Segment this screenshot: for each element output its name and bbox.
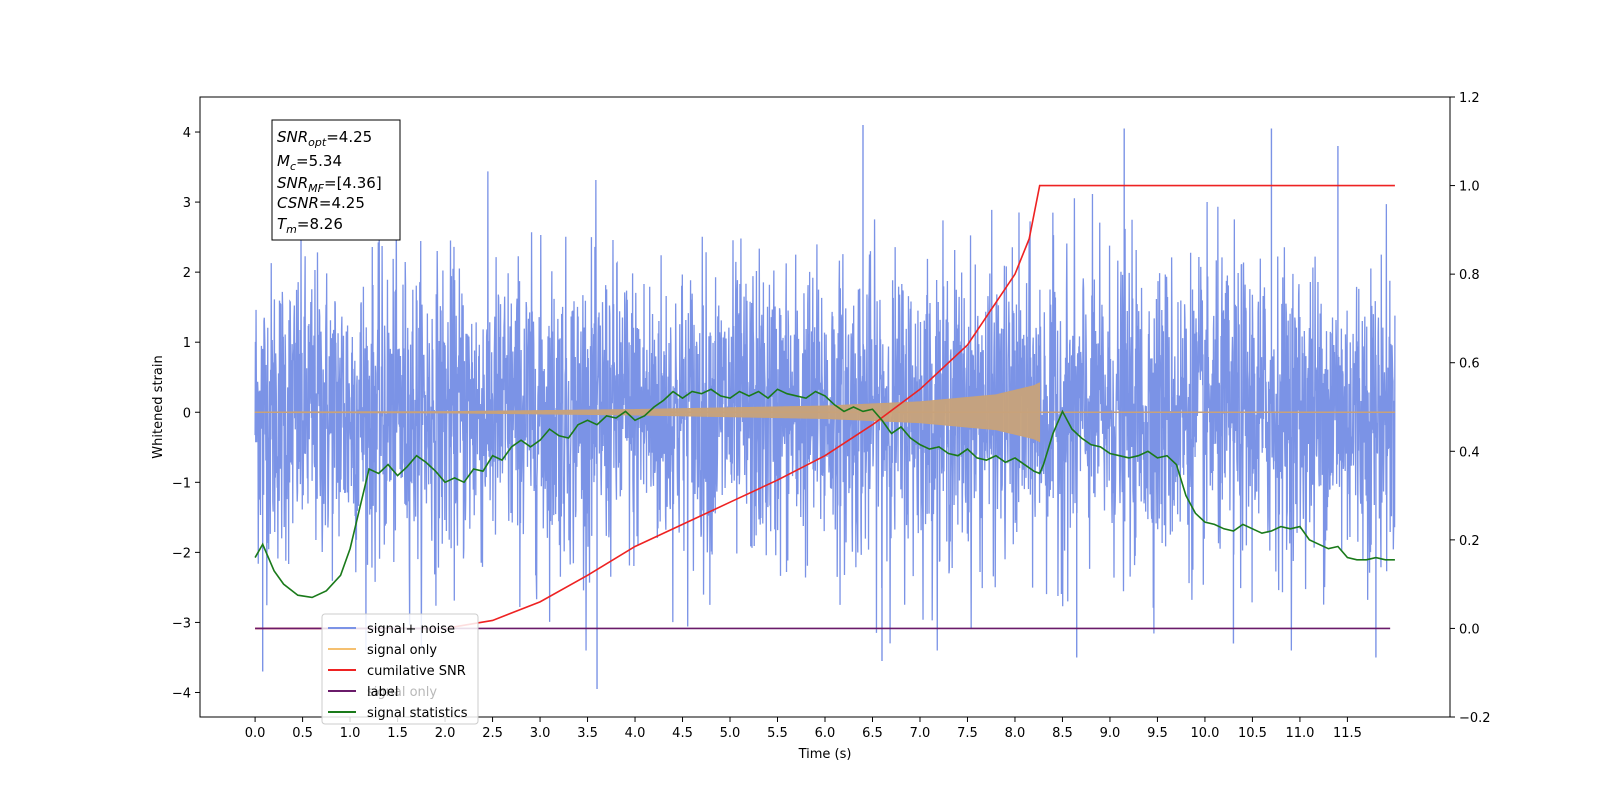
y2-tick-label: 0.4	[1459, 445, 1480, 460]
x-tick-label: 9.5	[1147, 726, 1168, 741]
info-snr-opt: SNRopt=4.25	[277, 128, 372, 149]
y2-tick-label: 0.2	[1459, 534, 1480, 549]
y-tick-label: −4	[172, 686, 191, 701]
x-tick-label: 2.5	[482, 726, 503, 741]
legend: signal only signal+ noise signal only cu…	[321, 613, 479, 725]
x-tick-label: 11.5	[1333, 726, 1362, 741]
x-tick-label: 8.5	[1052, 726, 1073, 741]
info-mc: Mc=5.34	[277, 152, 342, 173]
series-cumulative-snr-line	[255, 184, 1395, 630]
legend-ghost-text: signal only	[367, 685, 437, 700]
x-tick-label: 3.5	[577, 726, 598, 741]
y-tick-label: 4	[183, 126, 191, 141]
info-box: SNRopt=4.25 Mc=5.34 SNRMF=[4.36] CSNR=4.…	[271, 119, 401, 241]
y2-tick-label: 0.6	[1459, 357, 1480, 372]
x-tick-label: 1.0	[340, 726, 361, 741]
x-tick-label: 7.0	[910, 726, 931, 741]
x-tick-label: 6.0	[815, 726, 836, 741]
y-axis-title: Whitened strain	[151, 355, 166, 458]
y2-axis-ticks: −0.2 0.0 0.2 0.4 0.6 0.8 1.0 1.2	[1450, 91, 1491, 726]
legend-label-signal-only: signal only	[367, 643, 437, 658]
legend-label-signal-noise: signal+ noise	[367, 622, 455, 637]
y2-tick-label: 0.8	[1459, 268, 1480, 283]
series-signal-statistics-line	[254, 388, 1395, 599]
info-tm: Tm=8.26	[277, 215, 343, 236]
x-tick-label: 8.0	[1005, 726, 1026, 741]
x-tick-label: 11.0	[1285, 726, 1314, 741]
x-tick-label: 9.0	[1100, 726, 1121, 741]
x-tick-label: 5.0	[720, 726, 741, 741]
y-tick-label: −3	[172, 616, 191, 631]
y2-tick-label: −0.2	[1459, 711, 1491, 726]
x-tick-label: 7.5	[957, 726, 978, 741]
x-tick-label: 0.5	[292, 726, 313, 741]
info-snr-mf: SNRMF=[4.36]	[277, 174, 382, 195]
info-csnr: CSNR=4.25	[277, 194, 365, 212]
y-tick-label: 0	[183, 406, 191, 421]
x-axis-title: Time (s)	[798, 747, 852, 762]
legend-label-cumulative-snr: cumilative SNR	[367, 664, 466, 679]
y-tick-label: 1	[183, 336, 191, 351]
y-tick-label: 2	[183, 266, 191, 281]
x-tick-label: 10.0	[1190, 726, 1219, 741]
x-tick-label: 2.0	[435, 726, 456, 741]
y-axis-ticks: −4 −3 −2 −1 0 1 2 3 4	[172, 126, 200, 701]
x-tick-label: 5.5	[767, 726, 788, 741]
x-tick-label: 1.5	[387, 726, 408, 741]
x-tick-label: 6.5	[862, 726, 883, 741]
x-tick-label: 4.0	[625, 726, 646, 741]
x-tick-label: 0.0	[245, 726, 266, 741]
x-tick-label: 3.0	[530, 726, 551, 741]
series-signal-noise-line	[254, 171, 1396, 651]
x-axis-ticks: 0.0 0.5 1.0 1.5 2.0 2.5 3.0 3.5 4.0 4.5 5.0 5.5 6.0 6…	[245, 717, 1362, 741]
y-tick-label: −1	[172, 476, 191, 491]
info-box-frame	[271, 119, 401, 241]
x-tick-label: 4.5	[672, 726, 693, 741]
legend-label-label: label	[367, 685, 398, 700]
y-tick-label: −2	[172, 546, 191, 561]
legend-frame	[321, 613, 479, 725]
x-tick-label: 10.5	[1238, 726, 1267, 741]
y2-tick-label: 1.2	[1459, 91, 1480, 106]
y-tick-label: 3	[183, 196, 191, 211]
y2-tick-label: 0.0	[1459, 622, 1480, 637]
legend-label-signal-statistics: signal statistics	[367, 706, 468, 721]
y2-tick-label: 1.0	[1459, 180, 1480, 195]
